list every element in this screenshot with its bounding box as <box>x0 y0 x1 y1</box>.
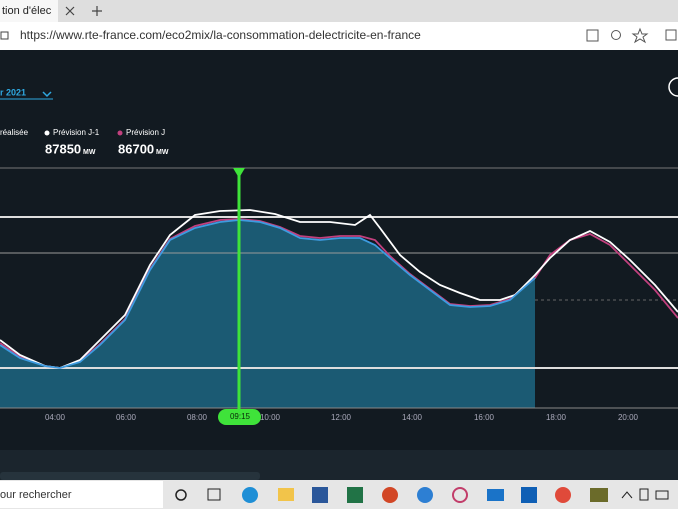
legend-dot <box>117 130 123 136</box>
x-tick-label: 16:00 <box>474 413 495 422</box>
panel-tab <box>0 472 260 480</box>
cursor-label: 09:15 <box>230 412 251 421</box>
address-bar[interactable] <box>0 22 678 50</box>
widgets-icon[interactable] <box>207 488 221 501</box>
cursor-pill[interactable] <box>218 409 261 425</box>
x-tick-label: 06:00 <box>116 413 137 422</box>
legend-value: 87850 <box>45 141 81 156</box>
tab[interactable] <box>0 0 58 22</box>
zoom-icon[interactable] <box>611 30 621 40</box>
legend-dot <box>44 130 50 136</box>
collections-icon[interactable] <box>665 29 677 41</box>
tray-chevron[interactable] <box>621 491 633 499</box>
realised-area <box>0 220 535 408</box>
legend-value: 86700 <box>118 141 154 156</box>
lock-icon <box>0 31 9 40</box>
x-tick-label: 18:00 <box>546 413 567 422</box>
chevron <box>42 91 52 98</box>
url[interactable]: https://www.rte-france.com/eco2mix/la-co… <box>20 28 421 42</box>
mail-icon[interactable] <box>487 489 504 501</box>
new-tab[interactable] <box>92 6 102 16</box>
legend-label: réalisée <box>0 128 29 137</box>
explorer-icon[interactable] <box>278 488 294 501</box>
chrome-icon[interactable] <box>555 487 571 503</box>
app-icon[interactable] <box>452 487 468 503</box>
cursor-handle[interactable] <box>233 168 245 178</box>
tab-bar <box>0 0 678 22</box>
x-tick-label: 14:00 <box>402 413 423 422</box>
legend-unit: MW <box>83 149 96 156</box>
powerpoint-icon[interactable] <box>382 487 398 503</box>
edge-icon[interactable] <box>242 487 258 503</box>
tab-title: tion d'élec <box>2 5 52 17</box>
tray-icon[interactable] <box>639 488 649 501</box>
x-tick-label: 20:00 <box>618 413 639 422</box>
x-axis: 04:00 06:00 08:00 10:00 12:00 14:00 16:00 18:00… <box>45 413 639 422</box>
outlook-icon[interactable] <box>521 487 537 503</box>
realised-line <box>0 219 536 369</box>
search-placeholder: our rechercher <box>0 489 72 501</box>
x-tick-label: 12:00 <box>331 413 352 422</box>
app-icon[interactable] <box>417 487 433 503</box>
reader-icon[interactable] <box>586 29 599 42</box>
legend-label: Prévision J-1 <box>53 128 100 137</box>
task-view-icon[interactable] <box>175 489 187 501</box>
tab-close[interactable] <box>65 6 75 16</box>
app-icon[interactable] <box>590 488 608 502</box>
excel-icon[interactable] <box>347 487 363 503</box>
legend-label: Prévision J <box>126 128 165 137</box>
x-tick-label: 10:00 <box>260 413 281 422</box>
favorite-icon[interactable] <box>631 27 649 44</box>
logo <box>668 77 678 97</box>
period-select[interactable]: r 2021 <box>0 87 26 97</box>
search-box[interactable] <box>0 481 163 508</box>
forecast-j1-line <box>0 209 678 369</box>
x-tick-label: 08:00 <box>187 413 208 422</box>
legend-unit: MW <box>156 149 169 156</box>
tray-icon[interactable] <box>655 490 669 500</box>
word-icon[interactable] <box>312 487 328 503</box>
x-tick-label: 04:00 <box>45 413 66 422</box>
